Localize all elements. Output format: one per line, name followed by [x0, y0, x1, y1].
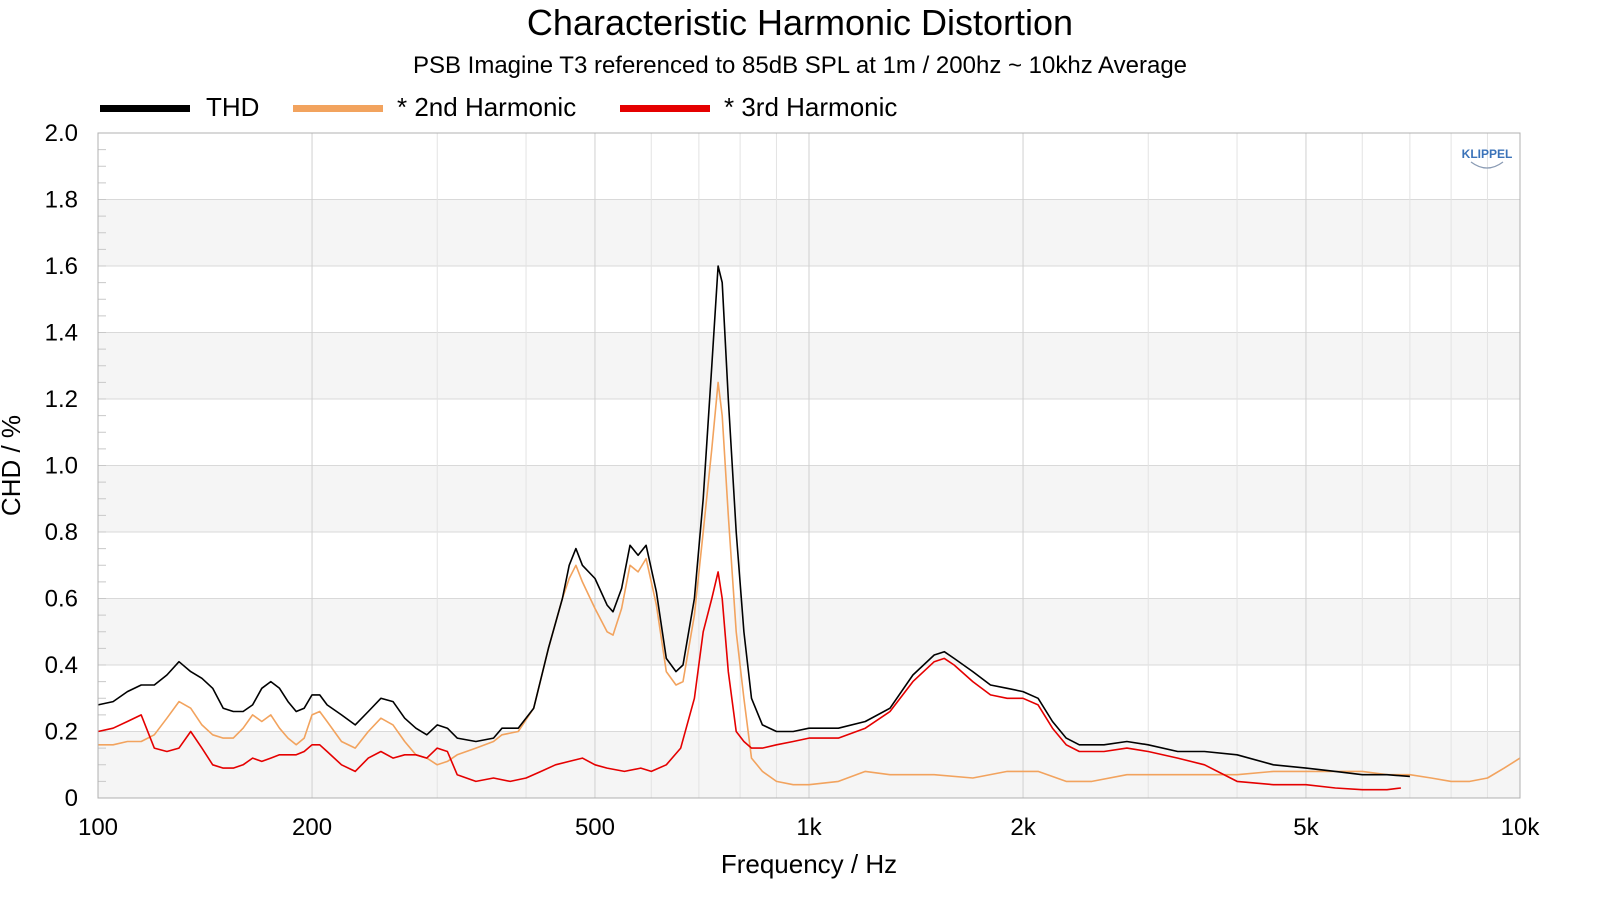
y-tick-label: 1.2: [45, 386, 78, 413]
plot-border: [97, 132, 1521, 799]
y-axis-title: CHD / %: [0, 415, 26, 516]
y-tick-label: 2.0: [45, 120, 78, 147]
legend-swatch-thd: [100, 105, 190, 112]
series-line-2nd-harmonic: [98, 381, 1521, 786]
y-tick-labels: 0 0.2 0.4 0.6 0.8 1.0 1.2 1.4 1.6 1.8 2.0: [45, 120, 78, 812]
y-tick-label: 0.4: [45, 652, 78, 679]
x-tick-labels: 100 200 500 1k 2k 5k 10k: [78, 814, 1540, 841]
klippel-logo-text: KLIPPEL: [1462, 147, 1513, 161]
x-tick-label: 2k: [1010, 814, 1036, 841]
y-tick-label: 0: [65, 785, 78, 812]
x-tick-label: 10k: [1501, 814, 1541, 841]
klippel-logo: KLIPPEL: [1462, 147, 1513, 169]
x-tick-label: 500: [575, 814, 615, 841]
plot-frame: [97, 132, 1521, 799]
y-tick-label: 0.8: [45, 519, 78, 546]
x-tick-label: 100: [78, 814, 118, 841]
legend-swatch-2nd-harmonic: [293, 105, 383, 112]
x-tick-label: 1k: [796, 814, 822, 841]
plot-series: [97, 265, 1521, 791]
y-tick-label: 1.6: [45, 253, 78, 280]
legend-label-3rd-harmonic: * 3rd Harmonic: [724, 92, 898, 122]
y-tick-label: 1.8: [45, 187, 78, 214]
legend-label-thd: THD: [206, 92, 260, 122]
x-tick-label: 5k: [1293, 814, 1319, 841]
y-tick-label: 0.6: [45, 586, 78, 613]
legend-swatch-3rd-harmonic: [620, 105, 710, 112]
series-line-thd: [97, 265, 1410, 778]
x-axis-title: Frequency / Hz: [721, 849, 897, 879]
y-tick-label: 1.4: [45, 320, 78, 347]
legend-label-2nd-harmonic: * 2nd Harmonic: [397, 92, 577, 122]
y-tick-label: 0.2: [45, 719, 78, 746]
klippel-logo-arc: [1470, 161, 1504, 169]
y-tick-label: 1.0: [45, 453, 78, 480]
chart-title: Characteristic Harmonic Distortion: [526, 2, 1074, 43]
x-tick-label: 200: [292, 814, 332, 841]
chart-subtitle: PSB Imagine T3 referenced to 85dB SPL at…: [412, 52, 1188, 79]
series-line-3rd-harmonic: [97, 571, 1401, 791]
